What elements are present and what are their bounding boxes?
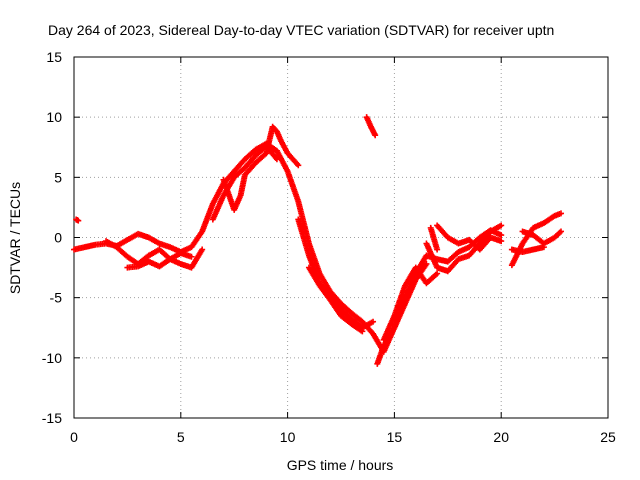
data-point bbox=[498, 232, 505, 239]
y-tick-label: 10 bbox=[46, 109, 62, 125]
data-track bbox=[427, 224, 441, 253]
data-track bbox=[220, 150, 270, 213]
data-point bbox=[423, 260, 430, 267]
x-tick-label: 0 bbox=[70, 429, 78, 445]
data-point bbox=[558, 210, 565, 217]
data-point bbox=[370, 318, 377, 325]
data-point bbox=[372, 132, 379, 139]
data-track bbox=[374, 260, 430, 367]
data-point bbox=[558, 228, 565, 235]
data-track bbox=[305, 264, 366, 335]
tick-labels: 0 5 10 15 20 25 -15 -10 -5 0 5 10 15 bbox=[42, 49, 616, 445]
data-track bbox=[124, 250, 195, 271]
y-tick-label: 15 bbox=[46, 49, 62, 65]
data-point bbox=[75, 217, 82, 224]
data-point bbox=[359, 328, 366, 335]
data-point bbox=[434, 246, 441, 253]
data-track bbox=[423, 222, 505, 275]
data-markers bbox=[71, 114, 565, 367]
axes bbox=[73, 56, 609, 419]
data-point bbox=[295, 162, 302, 169]
data-track bbox=[363, 114, 379, 139]
y-tick-label: -10 bbox=[42, 350, 62, 366]
data-track bbox=[71, 140, 505, 355]
x-tick-label: 10 bbox=[280, 429, 296, 445]
data-point bbox=[188, 253, 195, 260]
data-point bbox=[273, 156, 280, 163]
data-series bbox=[71, 114, 565, 367]
data-track bbox=[380, 264, 441, 343]
data-point bbox=[498, 222, 505, 229]
x-axis-label: GPS time / hours bbox=[287, 457, 394, 473]
data-track bbox=[434, 222, 505, 253]
y-tick-label: -15 bbox=[42, 410, 62, 426]
data-track bbox=[73, 216, 82, 224]
x-tick-label: 5 bbox=[177, 429, 185, 445]
x-tick-label: 25 bbox=[600, 429, 616, 445]
data-track bbox=[519, 228, 565, 247]
y-axis-label: SDTVAR / TECUs bbox=[7, 182, 23, 294]
x-tick-label: 15 bbox=[387, 429, 403, 445]
data-point bbox=[199, 246, 206, 253]
data-track bbox=[263, 123, 302, 169]
data-track bbox=[508, 244, 547, 255]
y-tick-label: 5 bbox=[54, 169, 62, 185]
y-tick-label: -5 bbox=[50, 290, 63, 306]
data-point bbox=[498, 238, 505, 245]
y-tick-label: 0 bbox=[54, 230, 62, 246]
grid-lines bbox=[74, 57, 608, 418]
data-track bbox=[103, 238, 206, 271]
chart-title: Day 264 of 2023, Sidereal Day-to-day VTE… bbox=[48, 22, 554, 38]
x-tick-label: 20 bbox=[493, 429, 509, 445]
data-point bbox=[434, 270, 441, 277]
